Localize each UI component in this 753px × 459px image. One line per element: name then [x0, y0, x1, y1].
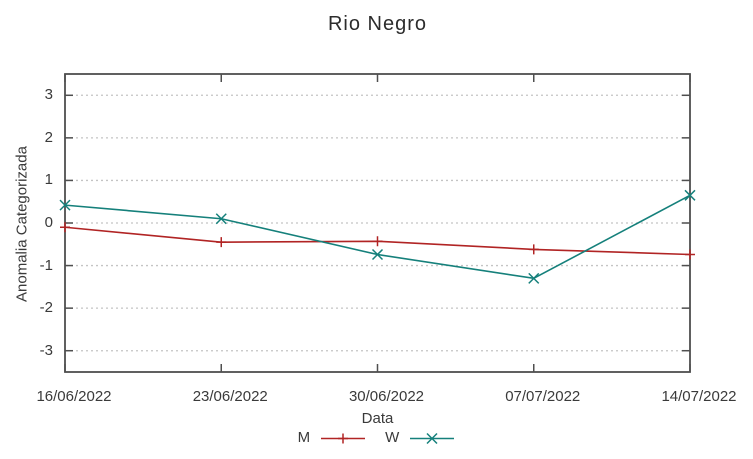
- series-w: [59, 189, 696, 284]
- legend-label-m: M: [297, 429, 311, 446]
- y-tick-label: 3: [44, 86, 53, 104]
- x-tick-label: 14/07/2022: [661, 388, 737, 405]
- y-tick-label: -3: [39, 341, 53, 359]
- data-point-marker-cross: [684, 189, 696, 201]
- chart-title: Rio Negro: [327, 13, 428, 35]
- tick-marks: [64, 74, 691, 372]
- legend-line-sample-m: [321, 433, 366, 443]
- x-tick-label: 30/06/2022: [348, 388, 425, 405]
- legend: M W: [0, 430, 753, 446]
- data-point-marker-cross: [528, 272, 540, 284]
- data-point-marker-cross: [215, 213, 227, 225]
- y-tick-label: -2: [39, 299, 53, 317]
- data-point-marker-plus: [528, 244, 539, 255]
- data-point-marker-plus: [372, 236, 383, 247]
- x-axis-label: Data: [361, 410, 394, 427]
- y-tick-label: 1: [44, 171, 53, 189]
- legend-label-w: W: [385, 429, 400, 446]
- y-tick-label: 0: [44, 214, 53, 231]
- data-point-marker-cross: [59, 199, 71, 211]
- legend-sample-marker-plus: [338, 433, 349, 443]
- data-point-marker-plus: [60, 222, 70, 233]
- gridlines: [66, 94, 689, 352]
- data-point-marker-plus: [685, 249, 695, 260]
- data-point-marker-cross: [371, 248, 384, 261]
- y-tick-label: -1: [39, 256, 53, 274]
- y-tick-label: 2: [44, 128, 53, 146]
- legend-sample-marker-cross: [426, 432, 438, 444]
- x-tick-label: 07/07/2022: [505, 388, 581, 405]
- legend-line-sample-w: [410, 432, 455, 444]
- data-point-marker-plus: [216, 237, 227, 248]
- x-tick-label: 23/06/2022: [192, 388, 268, 405]
- x-tick-label: 16/06/2022: [36, 388, 112, 405]
